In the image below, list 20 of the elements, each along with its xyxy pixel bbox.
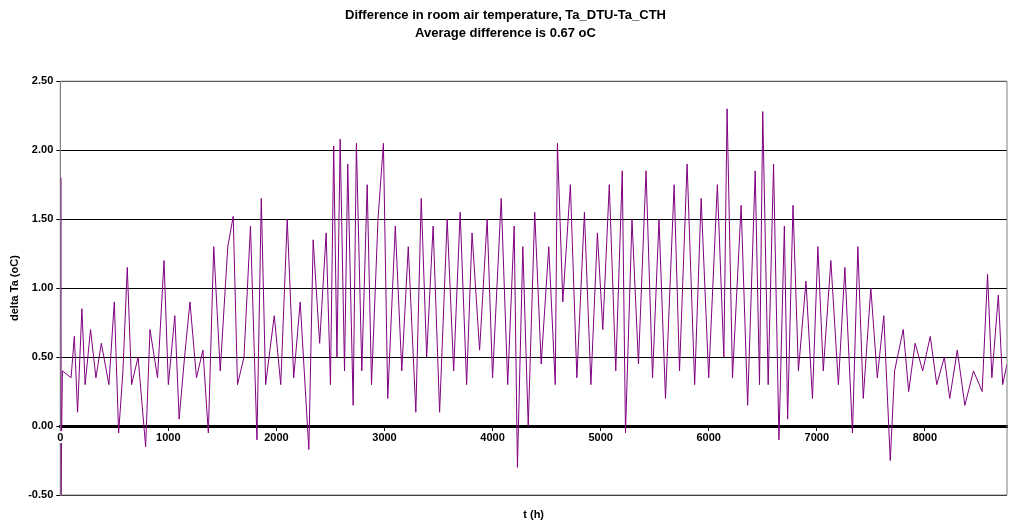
x-tick-label: 8000 (912, 430, 938, 443)
x-tick-label: 1000 (156, 430, 181, 443)
x-tick-label: 7000 (804, 430, 830, 443)
y-tick-label: 1.50 (31, 212, 54, 225)
x-tick-label: 3000 (372, 430, 397, 443)
x-tick-label: 0 (57, 430, 64, 443)
x-axis-title: t (h) (523, 507, 545, 520)
y-tick-label: 0.00 (31, 419, 54, 432)
y-tick-label: 2.50 (31, 74, 54, 87)
x-tick-label: 6000 (696, 430, 721, 443)
x-tick-label: 2000 (264, 430, 289, 443)
chart-title: Difference in room air temperature, Ta_DTU-Ta_CTH (345, 7, 666, 23)
y-axis-title: delta Ta (oC) (7, 254, 20, 321)
y-tick-label: 2.00 (31, 143, 54, 156)
x-tick-label: 5000 (588, 430, 613, 443)
chart-subtitle: Average difference is 0.67 oC (415, 24, 597, 40)
y-tick-label: 1.00 (31, 281, 54, 294)
x-tick-label: 4000 (480, 430, 505, 443)
y-tick-label: 0.50 (31, 350, 54, 363)
y-tick-label: -0.50 (28, 488, 54, 501)
